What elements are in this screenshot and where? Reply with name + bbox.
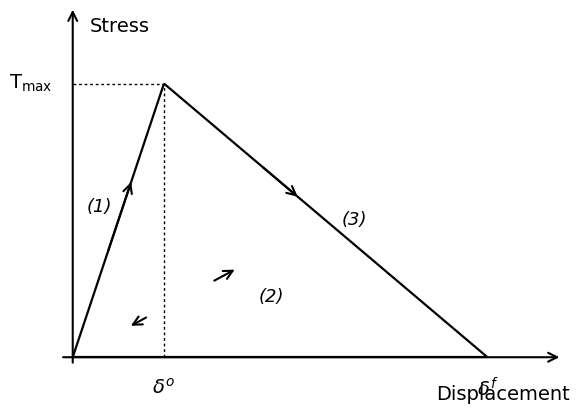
Text: Stress: Stress: [90, 17, 149, 36]
Text: T$_\mathrm{max}$: T$_\mathrm{max}$: [9, 73, 52, 94]
Text: (3): (3): [342, 211, 367, 229]
Text: $\delta^{o}$: $\delta^{o}$: [153, 378, 176, 398]
Text: $\delta^{f}$: $\delta^{f}$: [477, 378, 498, 401]
Text: Displacement: Displacement: [436, 384, 570, 404]
Text: (1): (1): [87, 198, 112, 216]
Text: (2): (2): [259, 288, 284, 306]
